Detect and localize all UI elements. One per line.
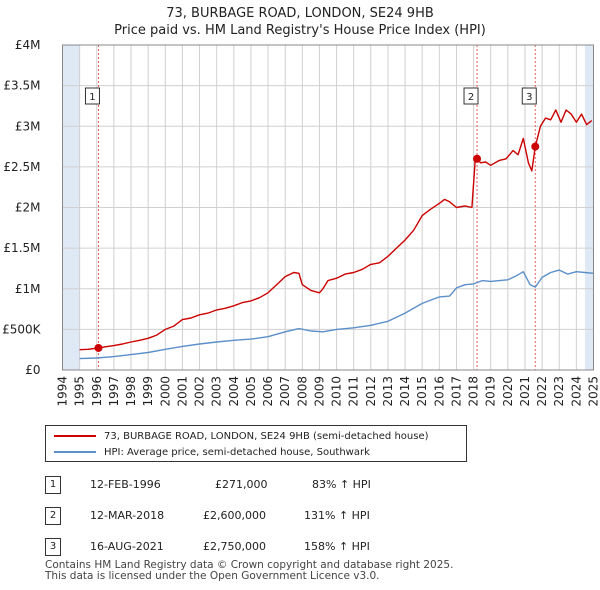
- x-tick-label: 2012: [364, 376, 378, 407]
- x-tick-label: 2011: [347, 376, 361, 407]
- y-tick-label: £3M: [15, 119, 41, 133]
- sale-marker: 1: [45, 476, 61, 494]
- sale-row: 3 16-AUG-2021 £2,750,000 158% ↑ HPI: [45, 538, 445, 558]
- sale-hpi: 83% ↑ HPI: [312, 478, 371, 491]
- sale-row: 2 12-MAR-2018 £2,600,000 131% ↑ HPI: [45, 507, 445, 527]
- sale-point: [473, 154, 482, 163]
- y-tick-label: £1.5M: [3, 241, 40, 255]
- price-chart: £0£500K£1M£1.5M£2M£2.5M£3M£3.5M£4M 1994 1…: [2, 38, 600, 407]
- y-tick-label: £2M: [15, 201, 41, 215]
- x-tick-label: 2021: [518, 376, 532, 407]
- hpi-line: [79, 269, 594, 360]
- sale-hpi: 131% ↑ HPI: [304, 509, 370, 522]
- sale-marker: 3: [45, 538, 61, 556]
- hpi-line-swatch: [54, 451, 96, 453]
- annotation-label: 3: [526, 92, 532, 103]
- x-tick-label: 2017: [449, 376, 463, 407]
- price-paid-line: [79, 109, 593, 351]
- y-tick-label: £3.5M: [3, 79, 40, 93]
- x-tick-label: 1996: [90, 376, 104, 407]
- legend-hpi-label: HPI: Average price, semi-detached house,…: [104, 446, 370, 458]
- chart-title-subtitle: Price paid vs. HM Land Registry's House …: [114, 23, 486, 38]
- x-tick-label: 2007: [278, 376, 292, 407]
- x-tick-label: 2008: [295, 376, 309, 407]
- chart-title-address: 73, BURBAGE ROAD, LONDON, SE24 9HB: [166, 6, 434, 21]
- y-tick-label: £0: [25, 363, 40, 377]
- x-tick-label: 2025: [587, 376, 600, 407]
- y-tick-label: £2.5M: [3, 160, 40, 174]
- x-tick-label: 2023: [552, 376, 566, 407]
- x-tick-label: 1998: [124, 376, 138, 407]
- sale-date: 16-AUG-2021: [90, 540, 164, 553]
- x-tick-label: 2024: [569, 376, 583, 407]
- x-tick-label: 1997: [107, 376, 121, 407]
- attribution: Contains HM Land Registry data © Crown c…: [45, 560, 453, 582]
- legend-item-price: 73, BURBAGE ROAD, LONDON, SE24 9HB (semi…: [54, 429, 429, 443]
- x-tick-label: 2022: [535, 376, 549, 407]
- legend-price-label: 73, BURBAGE ROAD, LONDON, SE24 9HB (semi…: [104, 430, 429, 442]
- x-tick-label: 2009: [312, 376, 326, 407]
- x-tick-label: 1994: [56, 376, 70, 407]
- sale-marker: 2: [45, 507, 61, 525]
- sale-date: 12-MAR-2018: [90, 509, 165, 522]
- sale-price: £2,750,000: [203, 540, 266, 553]
- x-tick-label: 2014: [398, 376, 412, 407]
- x-tick-label: 2003: [210, 376, 224, 407]
- attribution-line-1: Contains HM Land Registry data © Crown c…: [45, 559, 454, 571]
- sale-date: 12-FEB-1996: [90, 478, 161, 491]
- annotation-label: 1: [89, 92, 95, 103]
- annotation-label: 2: [468, 92, 474, 103]
- x-tick-label: 2005: [244, 376, 258, 407]
- x-tick-label: 2016: [432, 376, 446, 407]
- sale-price: £271,000: [215, 478, 268, 491]
- sale-point: [94, 343, 103, 352]
- x-tick-label: 2004: [227, 376, 241, 407]
- attribution-line-2: This data is licensed under the Open Gov…: [45, 570, 380, 582]
- x-tick-label: 2010: [330, 376, 344, 407]
- x-tick-label: 2020: [501, 376, 515, 407]
- x-tick-label: 1995: [73, 376, 87, 407]
- legend: 73, BURBAGE ROAD, LONDON, SE24 9HB (semi…: [45, 425, 467, 462]
- x-tick-label: 2001: [175, 376, 189, 407]
- x-tick-label: 2002: [193, 376, 207, 407]
- annotation-box: [521, 87, 537, 105]
- y-tick-label: £4M: [15, 38, 41, 52]
- x-tick-label: 2018: [467, 376, 481, 407]
- y-tick-label: £500K: [2, 322, 42, 336]
- annotation-box: [463, 87, 479, 105]
- price-line-swatch: [54, 435, 96, 437]
- annotation-box: [84, 87, 100, 105]
- sale-row: 1 12-FEB-1996 £271,000 83% ↑ HPI: [45, 476, 445, 496]
- x-tick-label: 2013: [381, 376, 395, 407]
- x-tick-label: 2000: [158, 376, 172, 407]
- x-tick-label: 1999: [141, 376, 155, 407]
- x-tick-label: 2006: [261, 376, 275, 407]
- legend-item-hpi: HPI: Average price, semi-detached house,…: [54, 445, 370, 459]
- sale-point: [531, 142, 540, 151]
- y-tick-label: £1M: [15, 282, 41, 296]
- sale-price: £2,600,000: [203, 509, 266, 522]
- x-tick-label: 2015: [415, 376, 429, 407]
- sale-hpi: 158% ↑ HPI: [304, 540, 370, 553]
- plot-frame: [62, 44, 594, 371]
- x-tick-label: 2019: [484, 376, 498, 407]
